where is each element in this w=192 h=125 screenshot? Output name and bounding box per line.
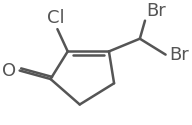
Text: Br: Br [147, 2, 166, 20]
Text: Br: Br [169, 46, 189, 64]
Text: O: O [2, 62, 16, 80]
Text: Cl: Cl [47, 9, 65, 27]
